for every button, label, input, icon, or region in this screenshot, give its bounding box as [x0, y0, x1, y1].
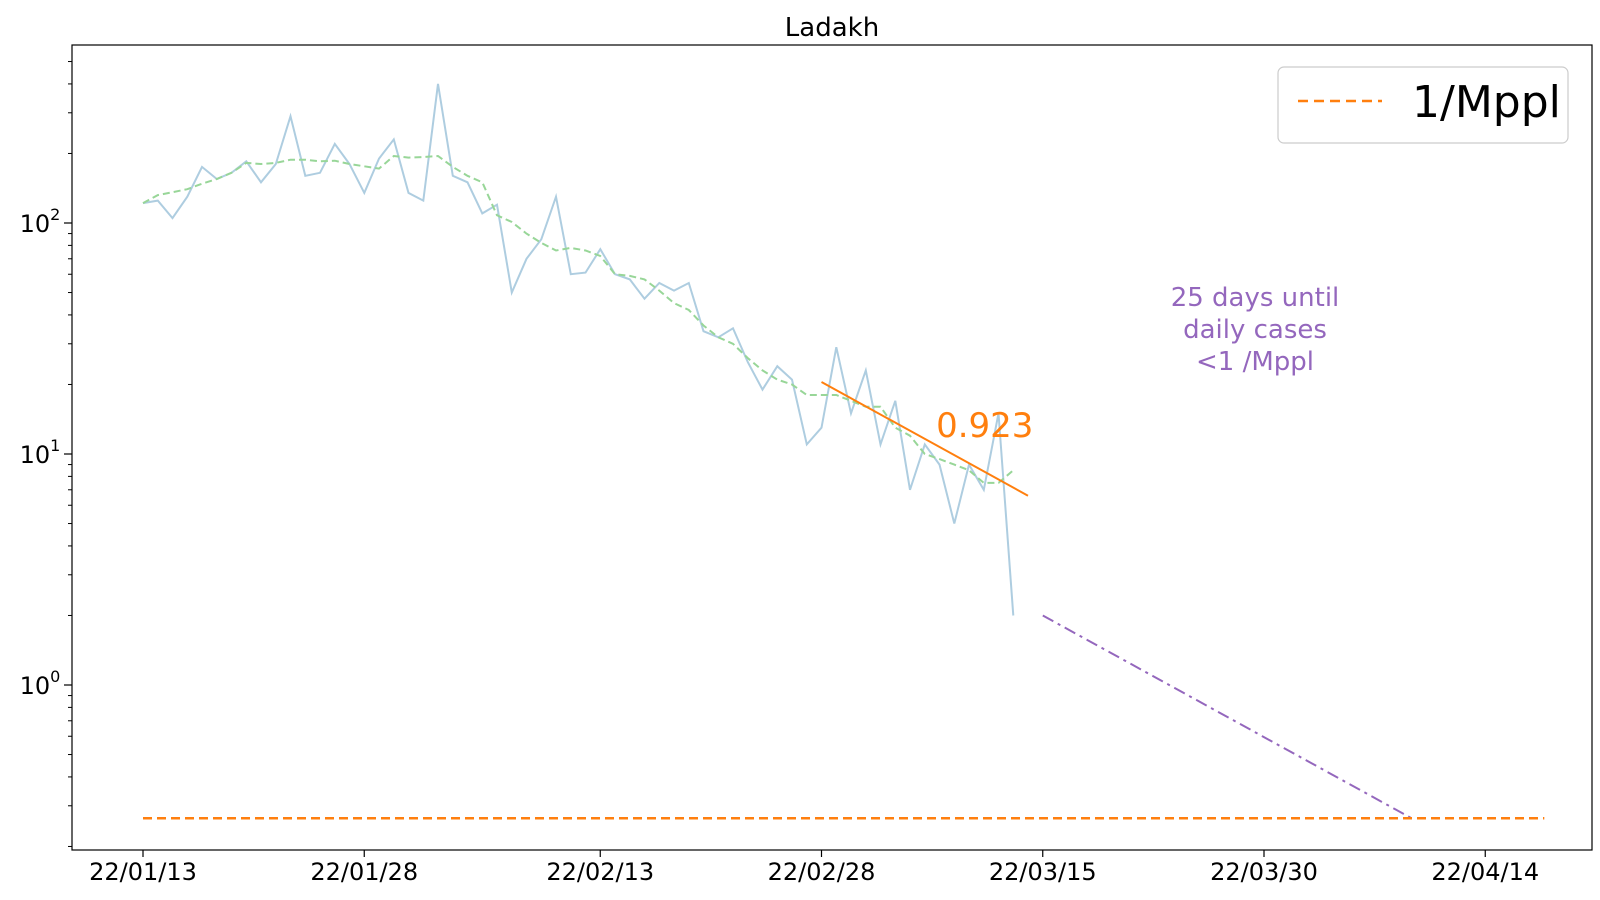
until-annotation-line: daily cases	[1183, 315, 1327, 345]
x-tick-label: 22/02/28	[768, 858, 876, 886]
axis-layer: 22/01/13 22/01/28 22/02/13 22/02/28 22/03/15…	[20, 61, 1539, 886]
slope-annotation: 0.923	[936, 406, 1033, 446]
plot-layer	[142, 83, 1545, 820]
x-tick-label: 22/01/28	[310, 858, 418, 886]
series-daily	[142, 83, 1015, 616]
x-tick-label: 22/03/15	[989, 858, 1097, 886]
plot-frame	[71, 44, 1593, 851]
until-annotation-line: <1 /Mppl	[1196, 347, 1314, 377]
x-tick-label: 22/03/30	[1210, 858, 1318, 886]
legend-box	[1277, 66, 1569, 144]
series-projection	[1042, 614, 1412, 820]
chart-title: Ladakh	[785, 13, 879, 43]
y-tick-label: 101	[20, 436, 61, 469]
legend-label: 1/Mppl	[1412, 77, 1561, 128]
x-tick-label: 22/04/14	[1431, 858, 1539, 886]
y-tick-label: 100	[20, 667, 61, 700]
y-tick-label: 102	[20, 205, 61, 238]
series-fit	[821, 381, 1029, 497]
until-annotation-line: 25 days until	[1171, 283, 1340, 313]
x-tick-label: 22/02/13	[546, 858, 654, 886]
legend: 1/Mppl	[1277, 66, 1569, 144]
until-annotation: 25 days until daily cases <1 /Mppl	[1171, 283, 1340, 377]
x-tick-label: 22/01/13	[89, 858, 197, 886]
series-rolling-average	[142, 154, 1014, 484]
